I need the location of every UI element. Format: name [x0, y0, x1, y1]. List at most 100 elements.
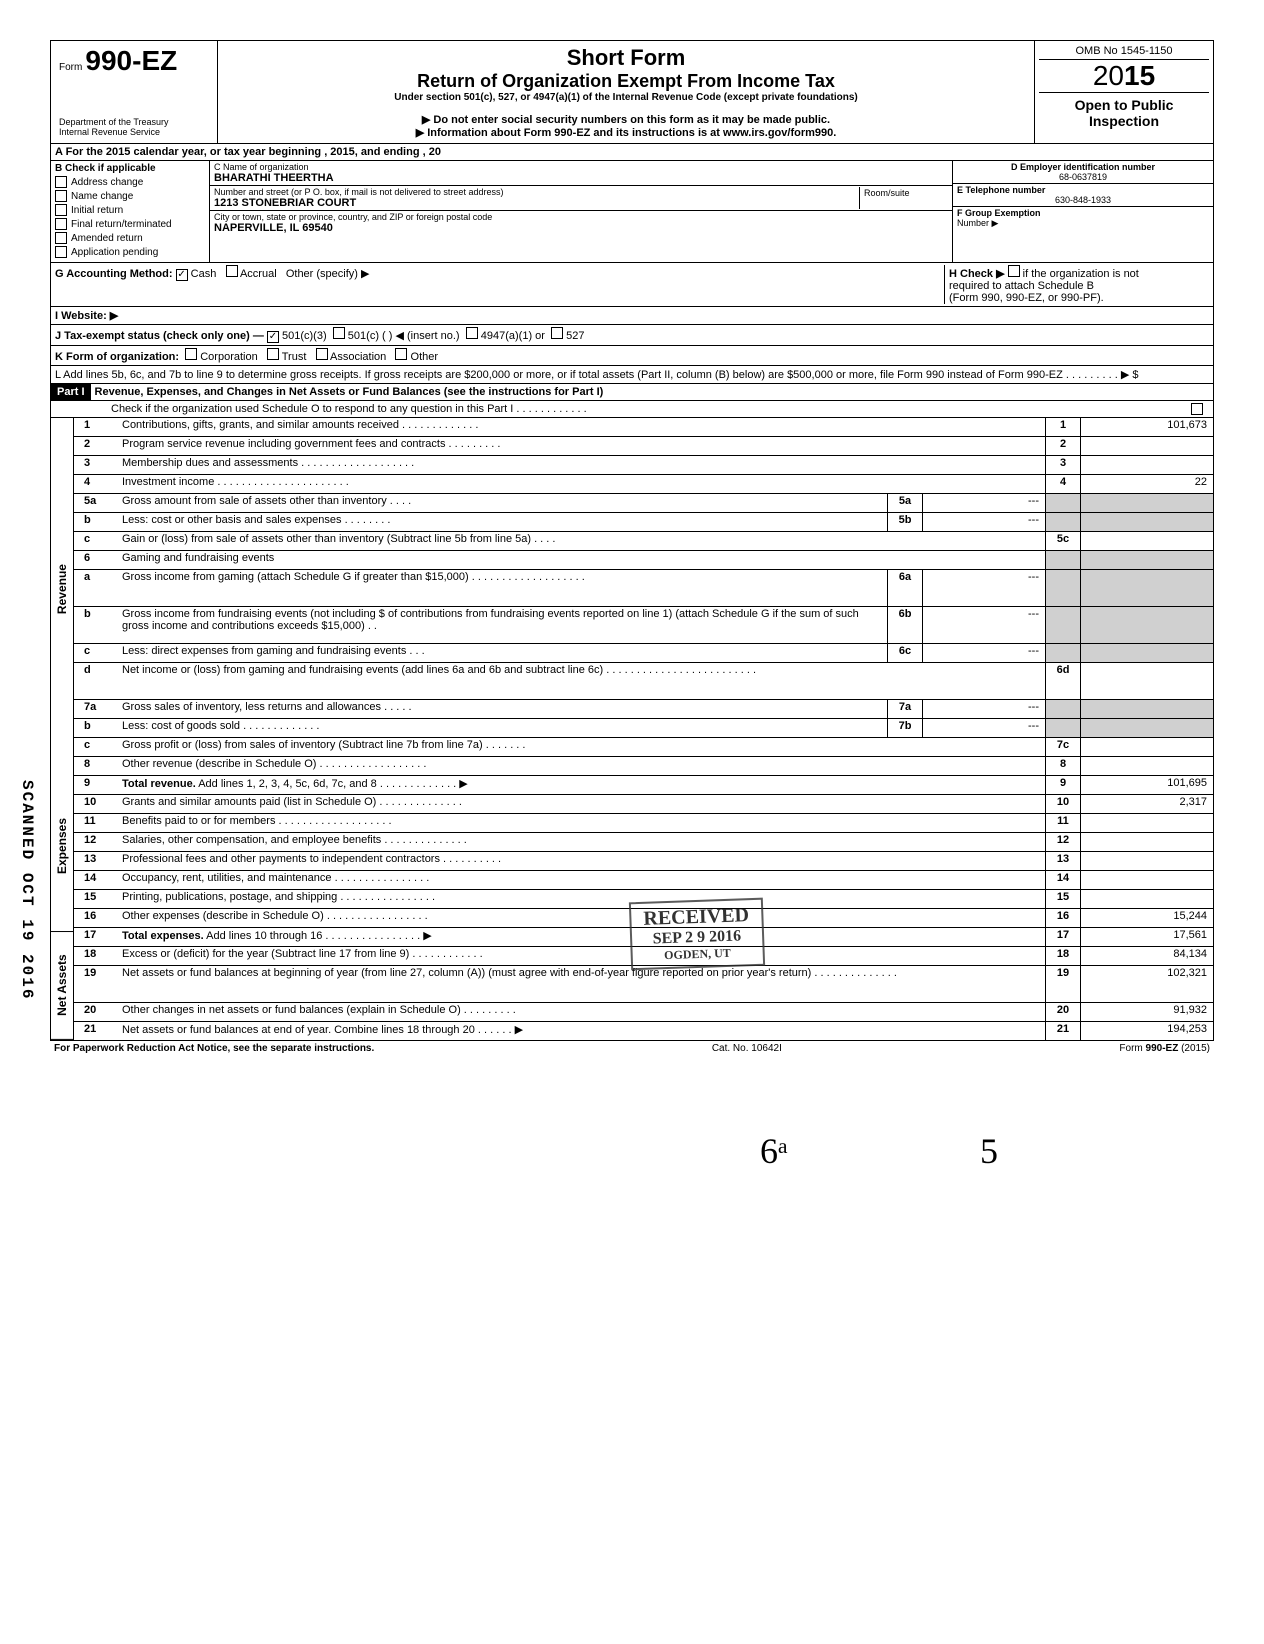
line-row-14: 14Occupancy, rent, utilities, and mainte… [74, 870, 1213, 889]
line-row-21: 21Net assets or fund balances at end of … [74, 1021, 1213, 1040]
cb-association[interactable] [316, 348, 328, 360]
street-value: 1213 STONEBRIAR COURT [214, 197, 859, 209]
line-num: 10 [74, 795, 118, 813]
part1-label: Part I [51, 384, 91, 400]
line-row-b: bLess: cost or other basis and sales exp… [74, 512, 1213, 531]
mid-num: 5a [887, 494, 922, 512]
line-row-b: bGross income from fundraising events (n… [74, 606, 1213, 643]
g-cash: Cash [191, 268, 217, 280]
line-desc: Benefits paid to or for members . . . . … [118, 814, 1045, 832]
footer: For Paperwork Reduction Act Notice, see … [50, 1041, 1214, 1056]
form-990ez: Form 990-EZ Department of the Treasury I… [50, 40, 1214, 1041]
line-num: 18 [74, 947, 118, 965]
h-check: H Check ▶ [949, 268, 1005, 280]
line-num: b [74, 719, 118, 737]
line-desc: Salaries, other compensation, and employ… [118, 833, 1045, 851]
right-num: 7c [1045, 738, 1080, 756]
line-num: 8 [74, 757, 118, 775]
line-num: d [74, 663, 118, 699]
line-num: 21 [74, 1022, 118, 1040]
right-num: 6d [1045, 663, 1080, 699]
g-label: G Accounting Method: [55, 268, 173, 280]
line-num: 15 [74, 890, 118, 908]
cb-other-org[interactable] [395, 348, 407, 360]
line-desc: Gross income from gaming (attach Schedul… [118, 570, 887, 606]
right-val [1080, 890, 1213, 908]
right-num: 21 [1045, 1022, 1080, 1040]
year-prefix: 20 [1093, 60, 1124, 91]
right-num: 19 [1045, 966, 1080, 1002]
line-gh: G Accounting Method: Cash Accrual Other … [51, 263, 1213, 307]
cb-527[interactable] [551, 327, 563, 339]
g-other: Other (specify) ▶ [286, 268, 370, 280]
cb-final-return[interactable]: Final return/terminated [55, 218, 205, 230]
cb-amended[interactable]: Amended return [55, 232, 205, 244]
col-def: D Employer identification number 68-0637… [953, 161, 1213, 262]
right-val [1080, 663, 1213, 699]
title-section: Under section 501(c), 527, or 4947(a)(1)… [226, 92, 1026, 103]
cb-trust[interactable] [267, 348, 279, 360]
tax-year: 2015 [1039, 60, 1209, 92]
col-c: C Name of organization BHARATHI THEERTHA… [210, 161, 953, 262]
line-num: 14 [74, 871, 118, 889]
right-val-shaded [1080, 719, 1213, 737]
c-street-row: Number and street (or P O. box, if mail … [210, 186, 952, 211]
line-row-c: cLess: direct expenses from gaming and f… [74, 643, 1213, 662]
f-label: F Group Exemption [957, 208, 1041, 218]
line-num: 13 [74, 852, 118, 870]
line-l: L Add lines 5b, 6c, and 7b to line 9 to … [51, 366, 1213, 384]
line-desc: Net assets or fund balances at beginning… [118, 966, 1045, 1002]
cb-accrual[interactable] [226, 265, 238, 277]
line-desc: Investment income . . . . . . . . . . . … [118, 475, 1045, 493]
cb-application-pending[interactable]: Application pending [55, 246, 205, 258]
cb-501c[interactable] [333, 327, 345, 339]
year-digits: 15 [1124, 60, 1155, 91]
cb-initial-return[interactable]: Initial return [55, 204, 205, 216]
warn-ssn: ▶ Do not enter social security numbers o… [226, 113, 1026, 126]
right-val: 84,134 [1080, 947, 1213, 965]
f-label2: Number ▶ [957, 218, 998, 228]
part1-check: Check if the organization used Schedule … [51, 401, 1213, 418]
line-desc: Less: direct expenses from gaming and fu… [118, 644, 887, 662]
right-val [1080, 532, 1213, 550]
line-num: b [74, 607, 118, 643]
form-prefix: Form [59, 62, 82, 73]
line-num: c [74, 738, 118, 756]
cb-schedule-o[interactable] [1191, 403, 1203, 415]
e-label: E Telephone number [957, 185, 1209, 195]
room-suite: Room/suite [859, 187, 948, 209]
cb-name-change[interactable]: Name change [55, 190, 205, 202]
right-val: 194,253 [1080, 1022, 1213, 1040]
cb-schedule-b[interactable] [1008, 265, 1020, 277]
line-num: c [74, 644, 118, 662]
section-bcdef: B Check if applicable Address change Nam… [51, 161, 1213, 263]
cb-address-change[interactable]: Address change [55, 176, 205, 188]
right-val-shaded [1080, 644, 1213, 662]
right-num: 13 [1045, 852, 1080, 870]
right-val-shaded [1080, 513, 1213, 531]
line-num: 20 [74, 1003, 118, 1021]
right-val [1080, 833, 1213, 851]
line-desc: Other expenses (describe in Schedule O) … [118, 909, 1045, 927]
city-label: City or town, state or province, country… [214, 212, 948, 222]
mid-num: 5b [887, 513, 922, 531]
g-accrual: Accrual [240, 268, 277, 280]
right-val: 2,317 [1080, 795, 1213, 813]
line-desc: Net income or (loss) from gaming and fun… [118, 663, 1045, 699]
year-cell: OMB No 1545-1150 2015 Open to Public Ins… [1035, 41, 1213, 143]
right-val [1080, 757, 1213, 775]
line-desc: Program service revenue including govern… [118, 437, 1045, 455]
phone-value: 630-848-1933 [957, 195, 1209, 205]
line-num: 9 [74, 776, 118, 794]
cb-501c3[interactable] [267, 331, 279, 343]
title-main: Short Form [226, 45, 1026, 71]
f-group: F Group Exemption Number ▶ [953, 207, 1213, 230]
line-row-4: 4Investment income . . . . . . . . . . .… [74, 474, 1213, 493]
cb-cash[interactable] [176, 269, 188, 281]
right-val: 15,244 [1080, 909, 1213, 927]
h-section: H Check ▶ if the organization is not req… [944, 265, 1209, 304]
cb-4947[interactable] [466, 327, 478, 339]
ein-value: 68-0637819 [957, 172, 1209, 182]
cb-corporation[interactable] [185, 348, 197, 360]
k-label: K Form of organization: [55, 351, 179, 363]
